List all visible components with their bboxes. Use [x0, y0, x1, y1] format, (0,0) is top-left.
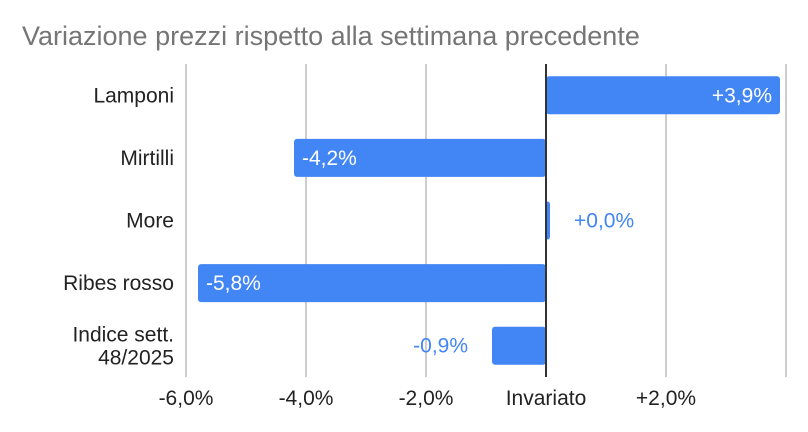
category-label: More [126, 210, 174, 233]
chart-title: Variazione prezzi rispetto alla settiman… [22, 21, 640, 51]
bars: +3,9% -4,2% +0,0% -5,8% -0,9% [198, 64, 780, 377]
x-axis-tick-labels: -6,0% -4,0% -2,0% Invariato +2,0% [159, 387, 697, 410]
bar [492, 326, 546, 365]
data-label: -0,9% [413, 335, 468, 358]
data-label: +3,9% [712, 84, 772, 107]
data-label: -5,8% [206, 272, 261, 295]
x-tick-label: -2,0% [399, 387, 454, 410]
bar [546, 76, 780, 115]
x-tick-label: Invariato [506, 387, 587, 410]
x-tick-label: -4,0% [279, 387, 334, 410]
data-label: -4,2% [302, 147, 357, 170]
grid-lines [185, 64, 787, 377]
bar [198, 264, 546, 303]
data-label: +0,0% [574, 210, 634, 233]
bar [294, 138, 546, 177]
category-labels: Lamponi Mirtilli More Ribes rosso Indice set… [63, 84, 174, 369]
x-tick-label: +2,0% [636, 387, 696, 410]
category-label: Ribes rosso [63, 272, 174, 295]
category-label: Indice sett. 48/2025 [72, 324, 174, 370]
x-tick-label: -6,0% [159, 387, 214, 410]
category-label: Lamponi [93, 84, 174, 107]
category-label: Mirtilli [120, 147, 174, 170]
